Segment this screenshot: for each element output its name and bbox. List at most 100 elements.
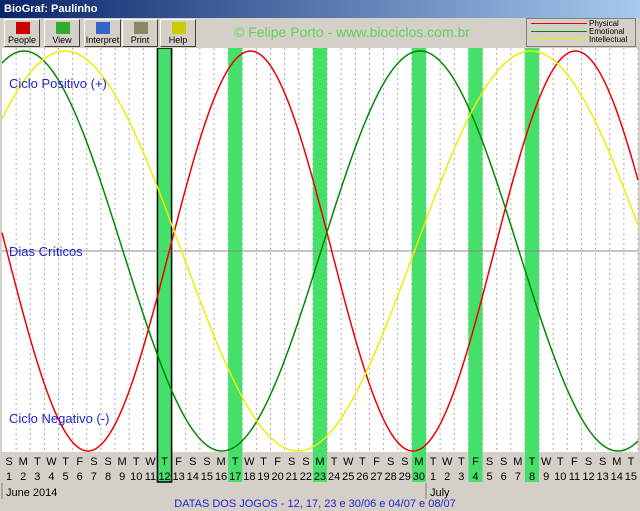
day-number: 20 [271,471,283,483]
weekday: S [585,456,592,468]
weekday: T [34,456,41,468]
day-number: 9 [119,471,125,483]
weekday: F [472,456,479,468]
day-number: 22 [300,471,312,483]
day-number: 28 [385,471,397,483]
day-number: 9 [543,471,549,483]
weekday: S [104,456,111,468]
legend-label: Physical [589,19,619,28]
cycle-curve [1,50,639,452]
weekday: F [373,456,380,468]
day-number: 3 [458,471,464,483]
weekday: M [513,456,522,468]
weekday: M [315,456,324,468]
month-label: July [430,487,450,499]
day-number: 10 [554,471,566,483]
weekday: S [401,456,408,468]
day-number: 27 [370,471,382,483]
weekday: F [175,456,182,468]
legend: Physical Emotional Intellectual [526,18,636,47]
legend-label: Intellectual [589,35,628,44]
day-number: 5 [63,471,69,483]
weekday: T [430,456,437,468]
button-icon [134,22,148,34]
weekday: S [599,456,606,468]
day-number: 3 [34,471,40,483]
weekday: T [161,456,168,468]
weekday: S [486,456,493,468]
day-number: 18 [243,471,255,483]
weekday: M [118,456,127,468]
button-label: View [52,35,72,45]
toolbar-button[interactable]: Print [122,19,158,47]
button-icon [96,22,110,34]
weekday: S [203,456,210,468]
toolbar-button[interactable]: Help [160,19,196,47]
day-number: 15 [201,471,213,483]
toolbar-button[interactable]: View [44,19,80,47]
day-number: 25 [342,471,354,483]
weekday: T [458,456,465,468]
day-number: 13 [173,471,185,483]
match-day [228,48,243,482]
legend-label: Emotional [589,27,625,36]
weekday: M [414,456,423,468]
day-number: 6 [501,471,507,483]
weekday: M [612,456,621,468]
weekday: T [260,456,267,468]
weekday: S [189,456,196,468]
day-number: 16 [215,471,227,483]
window-title: BioGraf: Paulinho [4,3,98,15]
weekday: T [359,456,366,468]
legend-line [531,39,587,40]
day-number: 19 [257,471,269,483]
day-number: 11 [569,471,580,483]
weekday: W [442,456,453,468]
weekday: T [331,456,338,468]
day-number: 23 [314,471,326,483]
weekday: W [145,456,156,468]
legend-line [531,23,587,24]
cycle-curve [1,50,639,452]
weekday: T [529,456,536,468]
day-number: 17 [229,471,241,483]
day-number: 21 [286,471,298,483]
weekday: T [557,456,564,468]
weekday: T [232,456,239,468]
weekday: S [90,456,97,468]
day-number: 30 [413,471,425,483]
day-number: 13 [597,471,609,483]
weekday: S [500,456,507,468]
toolbar-button[interactable]: Interpret [84,19,121,47]
match-day [524,48,540,482]
day-number: 12 [158,471,170,483]
weekday: W [343,456,354,468]
day-number: 8 [105,471,111,483]
button-label: Help [168,35,188,45]
day-number: 11 [145,471,156,483]
match-day [312,48,328,482]
weekday: T [628,456,635,468]
weekday: F [274,456,281,468]
button-label: People [7,35,37,45]
button-icon [172,22,186,34]
day-number: 7 [91,471,97,483]
match-day [156,48,173,483]
weekday: W [541,456,552,468]
toolbar-button[interactable]: People [4,19,40,47]
day-number: 4 [48,471,54,483]
weekday: M [19,456,28,468]
match-day [468,48,483,482]
legend-line [531,31,587,32]
button-label: Interpret [85,35,120,45]
button-icon [16,22,30,34]
match-day [411,48,426,482]
weekday: W [244,456,255,468]
weekday: F [76,456,83,468]
weekday: F [571,456,578,468]
weekday: S [5,456,12,468]
weekday: W [46,456,57,468]
cycle-curve [1,50,639,452]
button-label: Print [130,35,150,45]
